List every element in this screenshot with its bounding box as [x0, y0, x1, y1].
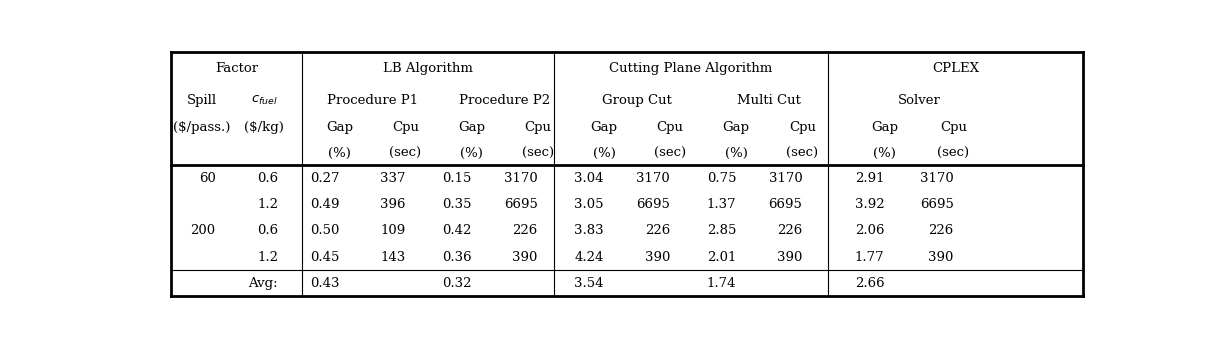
Text: 6695: 6695: [503, 198, 538, 211]
Text: 396: 396: [380, 198, 406, 211]
Text: 1.2: 1.2: [257, 251, 278, 264]
Text: Solver: Solver: [897, 93, 940, 107]
Text: 3170: 3170: [920, 172, 953, 185]
Text: 390: 390: [777, 251, 802, 264]
Text: Procedure P1: Procedure P1: [327, 93, 418, 107]
Text: Gap: Gap: [458, 121, 485, 134]
Text: 60: 60: [199, 172, 216, 185]
Text: 0.75: 0.75: [707, 172, 736, 185]
Text: 3.05: 3.05: [574, 198, 603, 211]
Text: 0.36: 0.36: [442, 251, 472, 264]
Text: (%): (%): [592, 147, 616, 160]
Text: (%): (%): [461, 147, 483, 160]
Text: 3.54: 3.54: [574, 277, 603, 290]
Text: LB Algorithm: LB Algorithm: [383, 62, 473, 75]
Text: ($/kg): ($/kg): [244, 121, 284, 134]
Text: $c_{fuel}$: $c_{fuel}$: [251, 93, 277, 107]
Text: 3.83: 3.83: [574, 225, 603, 237]
Text: Cpu: Cpu: [524, 121, 551, 134]
Text: 6695: 6695: [919, 198, 953, 211]
Text: Gap: Gap: [590, 121, 618, 134]
Text: 3170: 3170: [769, 172, 802, 185]
Text: 226: 226: [645, 225, 670, 237]
Text: 0.42: 0.42: [442, 225, 472, 237]
Text: 3.04: 3.04: [574, 172, 603, 185]
Text: (sec): (sec): [522, 147, 553, 160]
Text: 390: 390: [512, 251, 538, 264]
Text: 2.01: 2.01: [707, 251, 736, 264]
Text: CPLEX: CPLEX: [931, 62, 979, 75]
Text: Group Cut: Group Cut: [602, 93, 672, 107]
Text: 1.77: 1.77: [855, 251, 885, 264]
Text: Gap: Gap: [325, 121, 354, 134]
Text: 0.49: 0.49: [310, 198, 339, 211]
Text: Gap: Gap: [723, 121, 750, 134]
Text: 226: 226: [512, 225, 538, 237]
Text: 1.37: 1.37: [707, 198, 736, 211]
Text: 3170: 3170: [636, 172, 670, 185]
Text: (%): (%): [328, 147, 351, 160]
Text: 0.50: 0.50: [310, 225, 339, 237]
Text: 6695: 6695: [768, 198, 802, 211]
Text: Cpu: Cpu: [940, 121, 967, 134]
Text: 2.91: 2.91: [855, 172, 885, 185]
Text: 390: 390: [928, 251, 953, 264]
Text: 0.6: 0.6: [257, 225, 278, 237]
Text: 200: 200: [190, 225, 216, 237]
Text: 390: 390: [645, 251, 670, 264]
Text: 3.92: 3.92: [855, 198, 885, 211]
Text: 2.06: 2.06: [855, 225, 885, 237]
Text: 0.6: 0.6: [257, 172, 278, 185]
Text: (%): (%): [725, 147, 747, 160]
Text: Avg:: Avg:: [249, 277, 278, 290]
Text: 226: 226: [777, 225, 802, 237]
Text: 0.35: 0.35: [442, 198, 472, 211]
Text: Factor: Factor: [215, 62, 258, 75]
Text: Cpu: Cpu: [393, 121, 419, 134]
Text: 0.43: 0.43: [310, 277, 339, 290]
Text: ($/pass.): ($/pass.): [173, 121, 230, 134]
Text: Cutting Plane Algorithm: Cutting Plane Algorithm: [610, 62, 773, 75]
Text: 1.2: 1.2: [257, 198, 278, 211]
Text: 143: 143: [380, 251, 406, 264]
Text: (%): (%): [873, 147, 896, 160]
Text: Cpu: Cpu: [789, 121, 816, 134]
Text: Procedure P2: Procedure P2: [460, 93, 550, 107]
Text: 109: 109: [380, 225, 406, 237]
Text: 1.74: 1.74: [707, 277, 736, 290]
Text: 226: 226: [928, 225, 953, 237]
Text: Spill: Spill: [187, 93, 217, 107]
Text: 4.24: 4.24: [574, 251, 603, 264]
Text: 0.45: 0.45: [310, 251, 339, 264]
Text: 0.27: 0.27: [310, 172, 339, 185]
Text: (sec): (sec): [390, 147, 422, 160]
Text: Cpu: Cpu: [657, 121, 684, 134]
Text: 337: 337: [380, 172, 406, 185]
Text: 2.66: 2.66: [855, 277, 885, 290]
Text: Multi Cut: Multi Cut: [737, 93, 801, 107]
Text: 0.32: 0.32: [442, 277, 472, 290]
Text: 3170: 3170: [505, 172, 538, 185]
Text: Gap: Gap: [872, 121, 898, 134]
Text: (sec): (sec): [786, 147, 818, 160]
Text: 2.85: 2.85: [707, 225, 736, 237]
Text: (sec): (sec): [937, 147, 969, 160]
Text: 0.15: 0.15: [442, 172, 472, 185]
Text: (sec): (sec): [655, 147, 686, 160]
Text: 6695: 6695: [636, 198, 670, 211]
